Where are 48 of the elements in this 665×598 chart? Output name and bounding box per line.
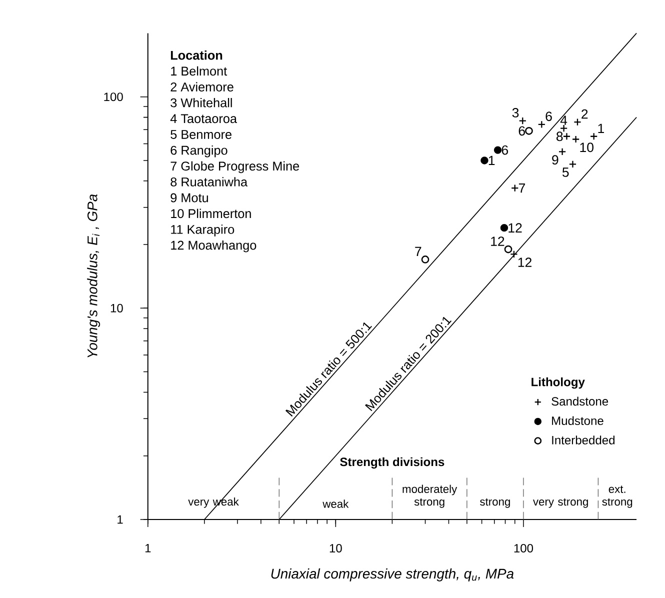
annotation: very strong bbox=[532, 498, 588, 508]
annotation: 12 bbox=[508, 223, 522, 232]
y-tick-label: 100 bbox=[104, 92, 123, 101]
x-axis-title: Uniaxial compressive strength, q$_{u}$, MPa bbox=[271, 568, 514, 582]
legend-label: Interbedded bbox=[552, 435, 614, 444]
annotation: 12 Moawhango bbox=[171, 240, 256, 252]
annotation: 8 Ruataniwha bbox=[170, 176, 248, 186]
annotation: 1 bbox=[488, 156, 495, 165]
annotation: 4 bbox=[560, 116, 568, 125]
annotation: 3 Whitehall bbox=[170, 98, 232, 108]
annotation: 10 Plimmerton bbox=[171, 208, 251, 218]
annotation: 10 bbox=[580, 142, 594, 152]
annotation: moderately strong bbox=[402, 484, 458, 508]
legend-title: Lithology bbox=[532, 377, 585, 389]
annotation: 7 Globe Progress Mine bbox=[170, 161, 300, 173]
y-tick-label: 1 bbox=[118, 515, 123, 524]
annotation: 7 bbox=[415, 246, 422, 256]
annotation: weak bbox=[322, 500, 349, 508]
annotation: 12 bbox=[518, 257, 532, 267]
x-tick-label: 100 bbox=[514, 544, 534, 552]
legend-label: Mudstone bbox=[552, 416, 604, 425]
annotation: 2 bbox=[582, 109, 588, 118]
annotation: 7 bbox=[518, 183, 525, 193]
annotation: 12 bbox=[491, 236, 504, 246]
annotation: 1 bbox=[598, 124, 604, 133]
x-tick-label: 1 bbox=[145, 544, 151, 552]
annotation: ext. strong bbox=[602, 486, 632, 508]
annotation: 6 bbox=[518, 126, 525, 136]
annotation: 1 Belmont bbox=[171, 66, 228, 76]
annotation: strong bbox=[480, 498, 510, 508]
annotation: 8 bbox=[556, 132, 563, 141]
annotation: 3 bbox=[512, 108, 519, 118]
annotation: Location bbox=[170, 50, 222, 60]
annotation: 2 Aviemore bbox=[170, 82, 234, 92]
annotation: 5 Benmore bbox=[170, 130, 232, 139]
annotation: 6 bbox=[502, 145, 508, 155]
y-axis-title: Young's modulus, E$_{i}$ , GPa bbox=[87, 194, 100, 358]
x-tick-label: 10 bbox=[330, 544, 342, 552]
annotation: 4 Taotaoroa bbox=[170, 114, 238, 123]
annotation: 9 Motu bbox=[170, 193, 208, 202]
annotation: 6 bbox=[546, 111, 552, 121]
annotation: 9 bbox=[552, 154, 558, 164]
annotation: 5 bbox=[562, 167, 569, 177]
y-tick-label: 10 bbox=[110, 304, 123, 312]
annotation: 6 Rangipo bbox=[170, 145, 228, 158]
legend-label: Sandstone bbox=[552, 396, 608, 406]
annotation: Strength divisions bbox=[340, 457, 444, 468]
annotation: 11 Karapiro bbox=[171, 224, 234, 236]
